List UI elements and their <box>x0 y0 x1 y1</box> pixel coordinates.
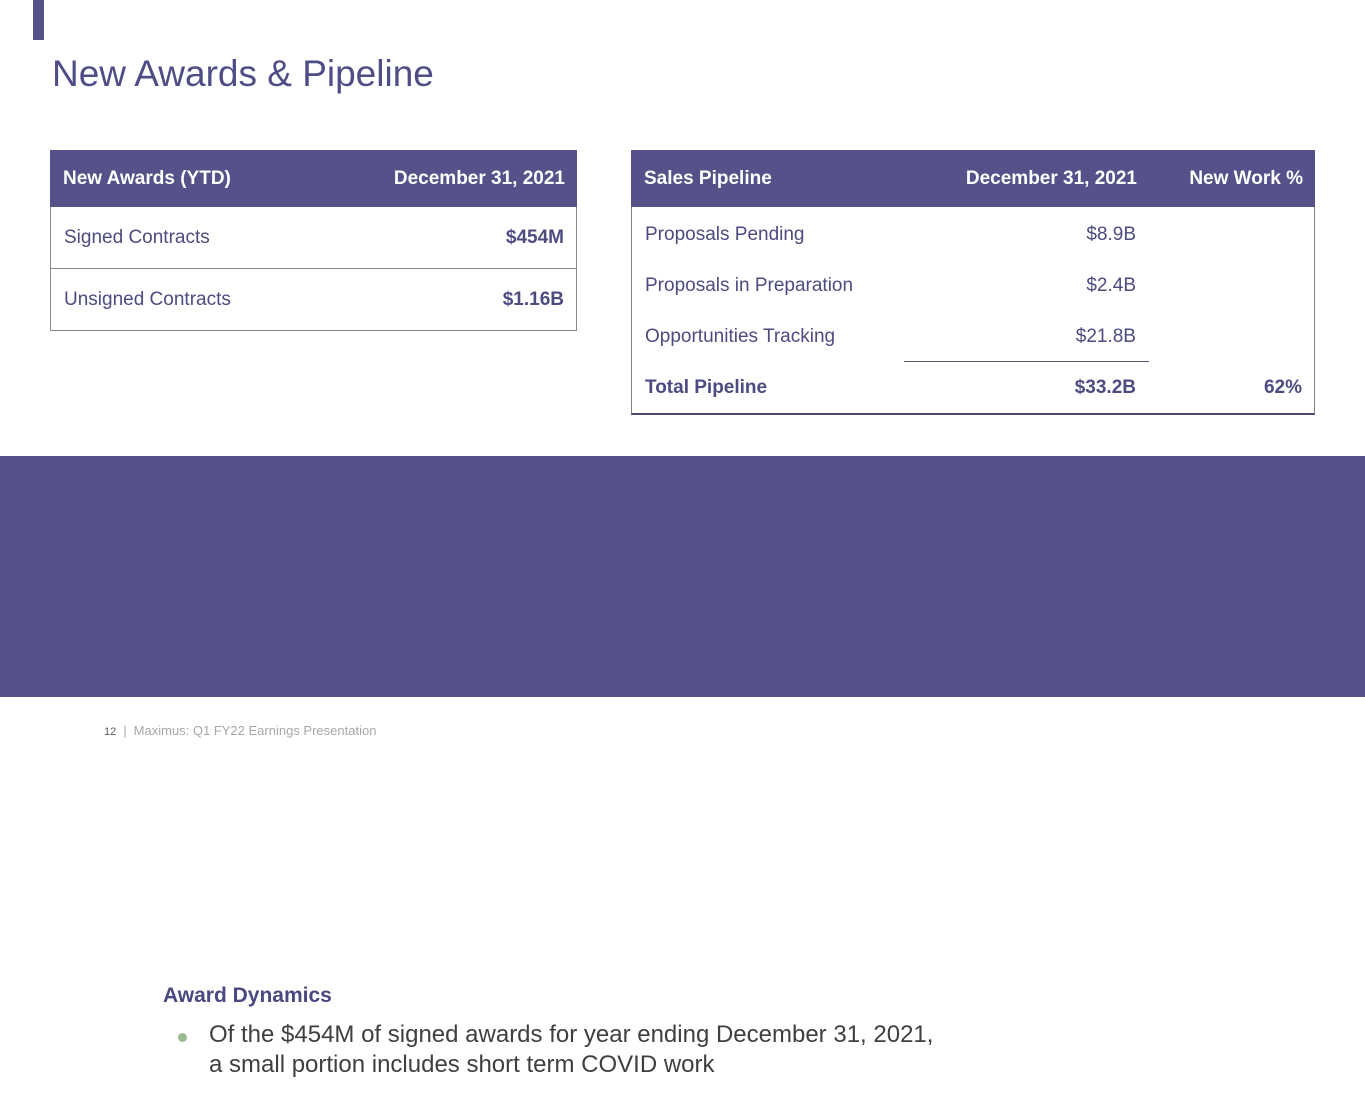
sales-pipeline-table-body: Proposals Pending $8.9B Proposals in Pre… <box>631 207 1315 415</box>
slide-accent-bar <box>33 0 44 40</box>
row-value: $8.9B <box>1086 223 1136 245</box>
table-row: Unsigned Contracts $1.16B <box>51 269 576 331</box>
new-awards-table-header: New Awards (YTD) December 31, 2021 <box>50 150 577 207</box>
row-value: $33.2B <box>1074 376 1136 398</box>
row-label: Signed Contracts <box>64 226 210 248</box>
new-awards-header-label: New Awards (YTD) <box>63 167 231 189</box>
row-label: Opportunities Tracking <box>645 325 836 347</box>
bottom-band: Award Dynamics Of the $454M of signed aw… <box>0 456 1365 1114</box>
row-newwork-pct: 62% <box>1263 376 1302 398</box>
footer-text: Maximus: Q1 FY22 Earnings Presentation <box>133 723 377 738</box>
table-row: Proposals Pending $8.9B <box>632 209 1314 260</box>
sales-pipeline-table-header: Sales Pipeline December 31, 2021 New Wor… <box>631 150 1315 207</box>
pipeline-header-date: December 31, 2021 <box>965 167 1137 189</box>
new-awards-table: New Awards (YTD) December 31, 2021 Signe… <box>50 150 577 331</box>
row-label: Proposals in Preparation <box>645 274 854 296</box>
table-row: Proposals in Preparation $2.4B <box>632 260 1314 311</box>
bullet-line-1: Of the $454M of signed awards for year e… <box>209 1021 934 1048</box>
table-row-total: Total Pipeline $33.2B 62% <box>632 362 1314 413</box>
new-awards-header-date: December 31, 2021 <box>393 167 565 189</box>
new-awards-table-body: Signed Contracts $454M Unsigned Contract… <box>50 207 577 331</box>
bullet-line-2: a small portion includes short term COVI… <box>209 1051 715 1078</box>
bullet-text: Of the $454M of signed awards for year e… <box>209 1020 933 1080</box>
bullet-dot-icon <box>178 1033 187 1042</box>
subtotal-rule <box>904 361 1149 362</box>
row-value: $454M <box>505 226 564 248</box>
page-number: 12 <box>104 726 117 738</box>
callout-bullet-item: Of the $454M of signed awards for year e… <box>178 1020 933 1080</box>
row-value: $2.4B <box>1086 274 1136 296</box>
pipeline-header-newwork: New Work % <box>1189 167 1303 189</box>
sales-pipeline-table: Sales Pipeline December 31, 2021 New Wor… <box>631 150 1315 415</box>
row-value: $21.8B <box>1075 325 1136 347</box>
page-title: New Awards & Pipeline <box>52 53 434 94</box>
table-row: Signed Contracts $454M <box>51 207 576 269</box>
table-row: Opportunities Tracking $21.8B <box>632 311 1314 362</box>
callout-heading: Award Dynamics <box>163 984 332 1007</box>
footer-separator: | <box>123 723 127 738</box>
row-label: Proposals Pending <box>645 223 805 245</box>
award-dynamics-callout: Award Dynamics Of the $454M of signed aw… <box>123 960 1241 1114</box>
pipeline-header-label: Sales Pipeline <box>644 167 772 189</box>
slide-footer: 12 | Maximus: Q1 FY22 Earnings Presentat… <box>104 723 376 738</box>
row-value: $1.16B <box>502 288 564 310</box>
row-label: Total Pipeline <box>645 376 768 398</box>
row-label: Unsigned Contracts <box>64 288 231 310</box>
